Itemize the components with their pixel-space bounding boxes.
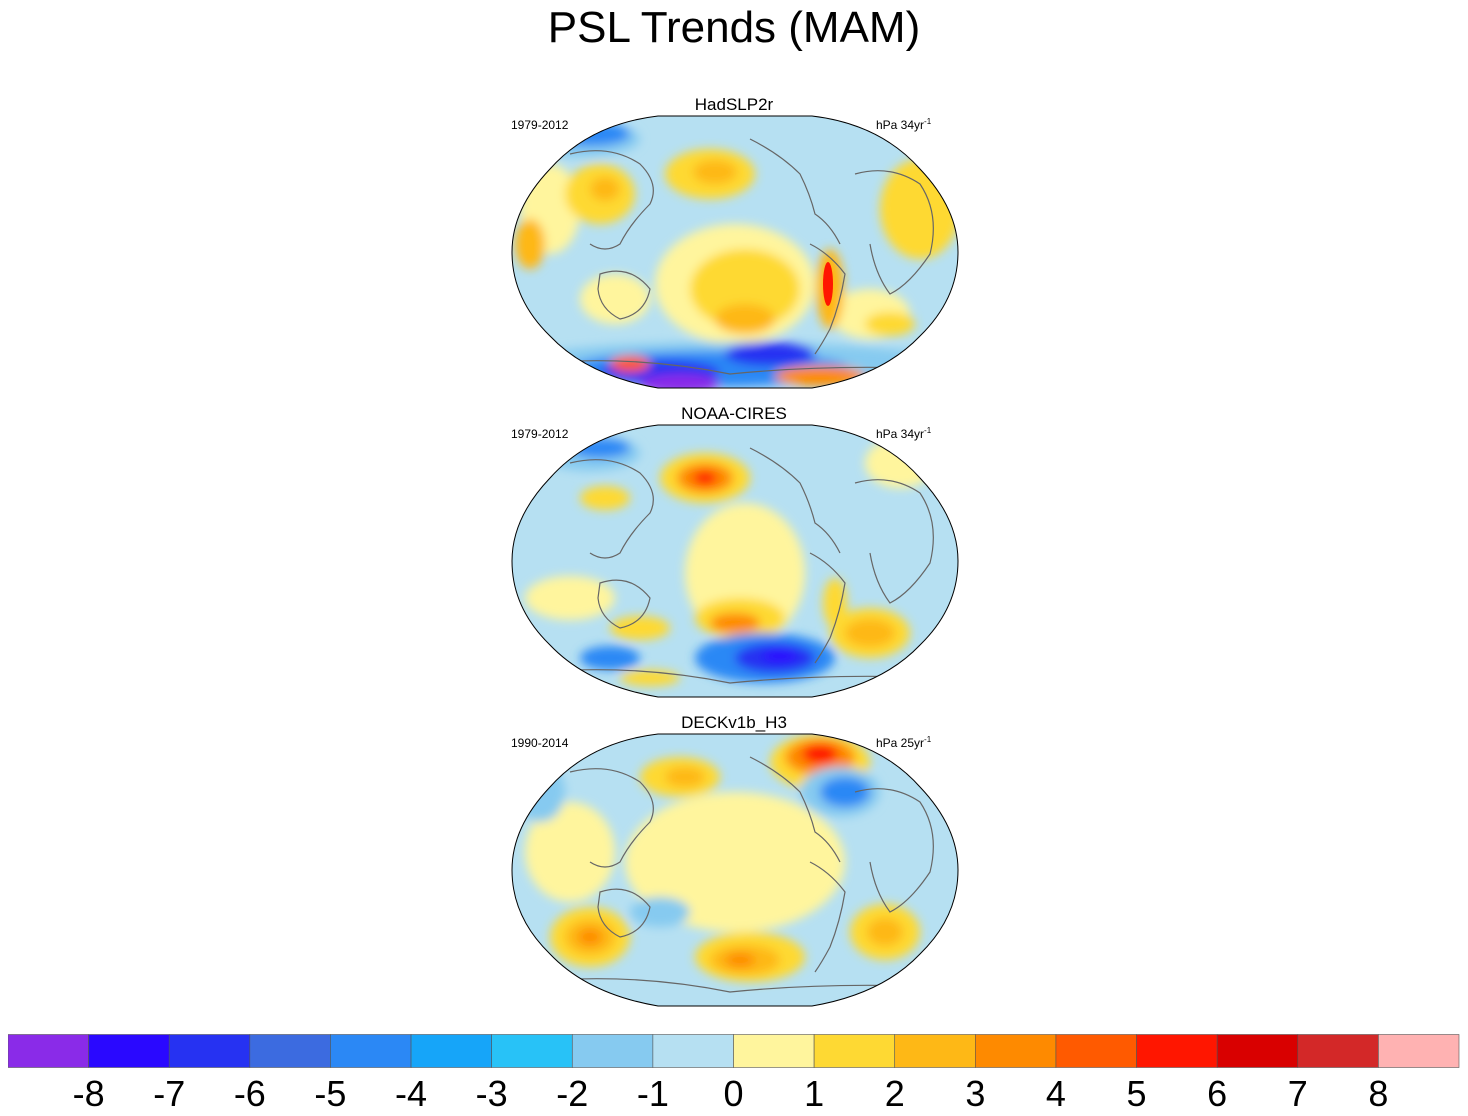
colorbar-tick-label: -5 bbox=[314, 1073, 347, 1114]
panel-period-noaa-cires: 1979-2012 bbox=[511, 427, 569, 441]
panel-title-noaa-cires: NOAA-CIRES bbox=[681, 404, 787, 423]
panel-title-hadslp2r: HadSLP2r bbox=[694, 95, 774, 114]
colorbar-tick-label: 3 bbox=[965, 1073, 986, 1114]
colorbar-swatch bbox=[1055, 1034, 1137, 1068]
colorbar-tick-label: 6 bbox=[1207, 1073, 1228, 1114]
colorbar-swatch bbox=[571, 1034, 654, 1068]
colorbar-tick-label: 2 bbox=[884, 1073, 905, 1114]
colorbar-tick-label: -2 bbox=[556, 1073, 589, 1114]
colorbar-swatch bbox=[1136, 1034, 1218, 1068]
colorbar-swatch bbox=[330, 1034, 412, 1068]
colorbar-swatch bbox=[1378, 1034, 1460, 1068]
panel-title-deckv1b-h3: DECKv1b_H3 bbox=[681, 713, 787, 732]
panel-period-deckv1b-h3: 1990-2014 bbox=[511, 736, 569, 750]
colorbar-swatch bbox=[1297, 1034, 1379, 1068]
colorbar-tick-label: -3 bbox=[475, 1073, 508, 1114]
colorbar-tick-label: 8 bbox=[1368, 1073, 1389, 1114]
figure-title: PSL Trends (MAM) bbox=[547, 3, 921, 52]
colorbar-swatch bbox=[88, 1034, 170, 1068]
colorbar-swatch bbox=[168, 1034, 251, 1068]
map-deckv1b-h3 bbox=[511, 733, 959, 1007]
colorbar bbox=[8, 1034, 1460, 1068]
map-hadslp2r bbox=[511, 115, 959, 389]
colorbar-tick-label: 4 bbox=[1045, 1073, 1066, 1114]
colorbar-tick-label: -4 bbox=[395, 1073, 428, 1114]
coastlines bbox=[529, 756, 941, 993]
colorbar-swatch bbox=[1216, 1034, 1299, 1068]
trend-field-hadslp2r bbox=[512, 116, 958, 388]
coastlines bbox=[529, 138, 941, 375]
colorbar-tick-label: -6 bbox=[233, 1073, 266, 1114]
colorbar-swatch bbox=[249, 1034, 331, 1068]
panel-units-noaa-cires: hPa 34yr-1 bbox=[876, 426, 932, 441]
colorbar-tick-label: 0 bbox=[723, 1073, 744, 1114]
colorbar-swatch bbox=[733, 1034, 815, 1068]
colorbar-swatch bbox=[813, 1034, 896, 1068]
colorbar-tick-label: 1 bbox=[804, 1073, 825, 1114]
colorbar-swatch bbox=[894, 1034, 976, 1068]
colorbar-tick-label: 5 bbox=[1126, 1073, 1147, 1114]
panel-units-hadslp2r: hPa 34yr-1 bbox=[876, 117, 932, 132]
colorbar-tick-label: -1 bbox=[636, 1073, 669, 1114]
colorbar-swatch bbox=[652, 1034, 734, 1068]
colorbar-tick-label: -7 bbox=[153, 1073, 186, 1114]
colorbar-swatch bbox=[975, 1034, 1057, 1068]
colorbar-swatch bbox=[8, 1034, 89, 1068]
panel-units-deckv1b-h3: hPa 25yr-1 bbox=[876, 735, 932, 750]
map-noaa-cires bbox=[511, 424, 959, 698]
trend-field-noaa-cires bbox=[512, 425, 958, 697]
panel-period-hadslp2r: 1979-2012 bbox=[511, 118, 569, 132]
trend-field-deckv1b-h3 bbox=[512, 734, 958, 1006]
colorbar-tick-label: 7 bbox=[1287, 1073, 1308, 1114]
colorbar-swatch bbox=[410, 1034, 492, 1068]
colorbar-swatch bbox=[491, 1034, 573, 1068]
colorbar-tick-label: -8 bbox=[72, 1073, 105, 1114]
coastlines bbox=[529, 447, 941, 684]
